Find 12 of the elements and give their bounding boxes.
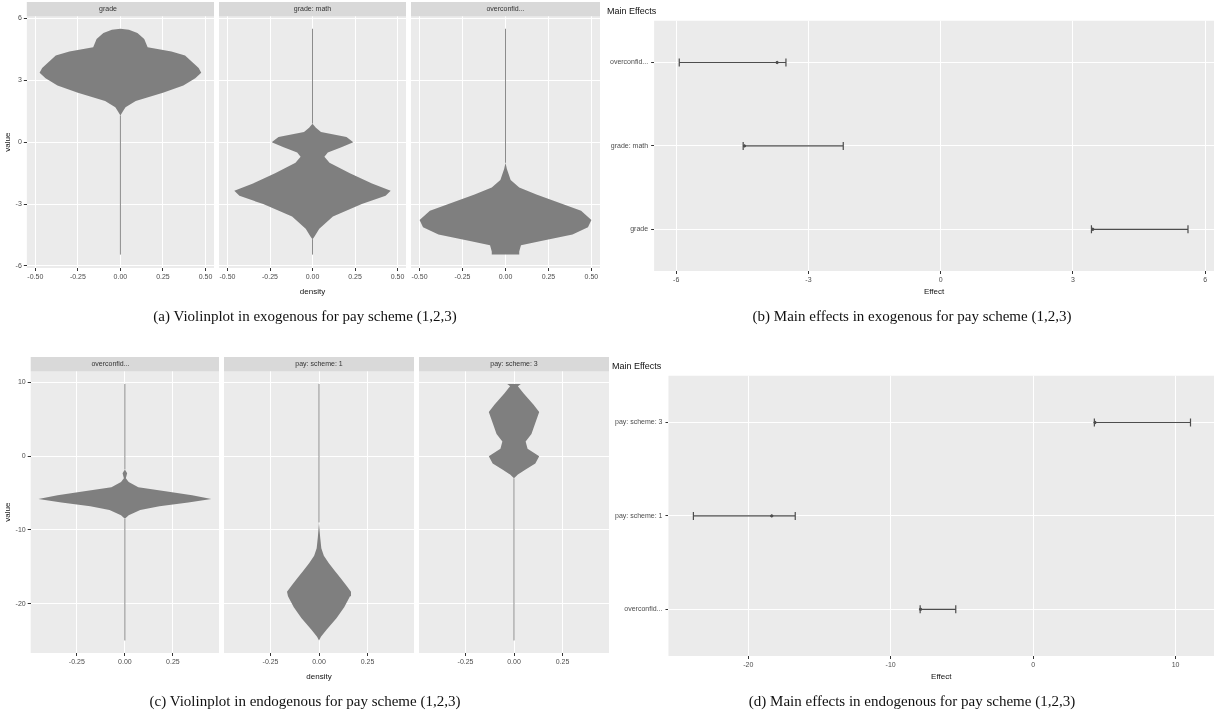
x-axis-title: Effect (923, 287, 945, 297)
x-axis-title: density (306, 672, 332, 682)
text: (b) Main effects in exogenous for pay scheme (1,2,3) (752, 308, 1072, 325)
text: (c) Violinplot in endogenous for pay scheme (1,2,3) (149, 693, 461, 710)
chart-title: Main Effects (607, 5, 657, 16)
x-axis-title: density (299, 287, 326, 297)
text: (a) Violinplot in exogenous for pay scheme (1,2,3) (153, 308, 457, 325)
text: (d) Main effects in endogenous for pay scheme (1,2,3) (748, 693, 1076, 710)
x-axis-title: Effect (931, 672, 953, 682)
y-axis-title: value (3, 502, 12, 522)
chart-title: Main Effects (612, 360, 662, 371)
y-axis-title: value (3, 132, 12, 152)
